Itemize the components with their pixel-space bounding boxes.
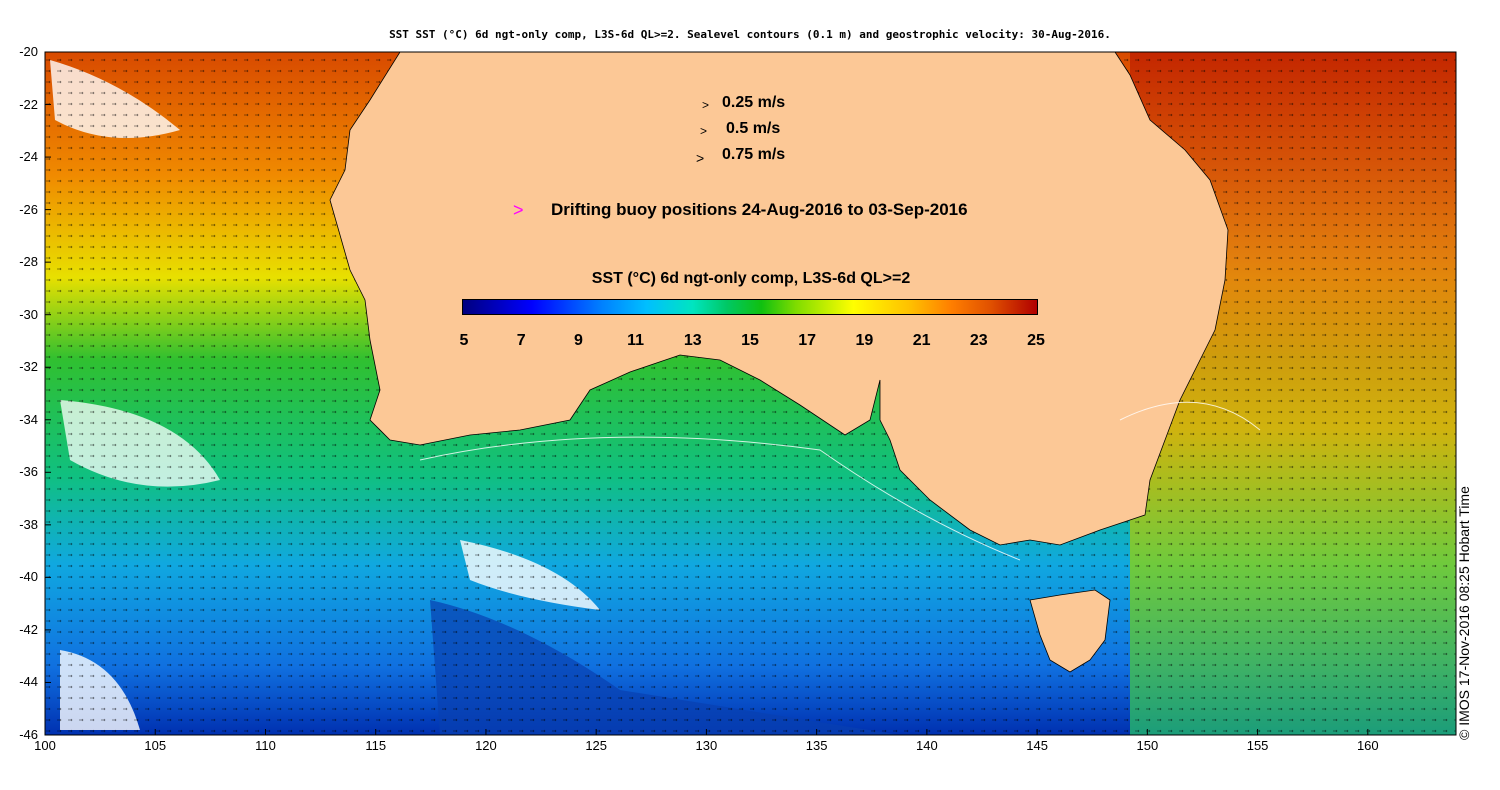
- x-tick-marks: [44, 729, 1369, 735]
- x-tick-label: 140: [916, 738, 938, 753]
- velocity-arrow-icon: >: [700, 124, 708, 138]
- map-title: SST SST (°C) 6d ngt-only comp, L3S-6d QL…: [389, 28, 1111, 41]
- y-tick-label: -40: [19, 569, 38, 585]
- buoy-legend-label: Drifting buoy positions 24-Aug-2016 to 0…: [551, 200, 968, 219]
- map-frame: [44, 51, 1457, 736]
- x-tick-label: 100: [34, 738, 56, 753]
- colorbar-tick-label: 17: [798, 332, 817, 349]
- y-tick-label: -38: [19, 516, 38, 532]
- y-tick-label: -24: [19, 149, 38, 165]
- y-tick-label: -44: [19, 674, 38, 690]
- x-tick-label: 125: [585, 738, 608, 753]
- sealevel-contours: [419, 401, 1261, 561]
- y-tick-label: -26: [19, 201, 38, 217]
- tasmania-landmass: [1029, 589, 1111, 673]
- x-tick-label: 115: [365, 738, 387, 753]
- velocity-arrow-icon: >: [696, 150, 705, 166]
- colorbar-tick-label: 13: [683, 332, 702, 349]
- x-tick-label: 130: [695, 738, 718, 753]
- y-tick-label: -42: [19, 621, 38, 637]
- velocity-legend-label: 0.25 m/s: [722, 94, 786, 111]
- y-tick-label: -34: [19, 411, 38, 427]
- y-tick-label: -36: [19, 464, 38, 480]
- buoy-arrow-icon: >: [513, 200, 524, 220]
- colorbar: [462, 299, 1038, 315]
- velocity-legend-label: 0.5 m/s: [726, 120, 781, 137]
- colorbar-tick-label: 7: [516, 332, 526, 349]
- x-tick-label: 145: [1026, 738, 1048, 753]
- australia-landmass: [329, 51, 1229, 546]
- colorbar-title: SST (°C) 6d ngt-only comp, L3S-6d QL>=2: [591, 270, 911, 287]
- velocity-arrow-icon: >: [702, 98, 710, 112]
- colorbar-tick-label: 25: [1027, 332, 1045, 349]
- credit-text: © IMOS 17-Nov-2016 08:25 Hobart Time: [1456, 486, 1472, 740]
- colorbar-tick-label: 9: [573, 332, 583, 349]
- x-tick-label: 155: [1246, 738, 1269, 753]
- colorbar-tick-label: 19: [855, 332, 874, 349]
- y-tick-marks: [45, 51, 51, 736]
- y-tick-label: -22: [19, 96, 38, 112]
- x-tick-label: 160: [1356, 738, 1379, 753]
- y-tick-label: -32: [19, 359, 38, 375]
- colorbar-tick-label: 5: [459, 332, 469, 349]
- velocity-legend-label: 0.75 m/s: [722, 146, 786, 163]
- x-tick-label: 150: [1136, 738, 1159, 753]
- x-tick-label: 135: [805, 738, 828, 753]
- y-tick-label: -20: [19, 44, 38, 59]
- x-tick-label: 105: [144, 738, 167, 753]
- x-tick-label: 110: [255, 738, 276, 753]
- colorbar-tick-label: 11: [627, 332, 645, 349]
- y-tick-label: -30: [19, 306, 38, 322]
- colorbar-tick-label: 15: [741, 332, 759, 349]
- y-tick-label: -28: [19, 254, 38, 270]
- x-tick-label: 120: [475, 738, 497, 753]
- colorbar-tick-label: 23: [969, 332, 988, 349]
- y-tick-label: -46: [19, 727, 38, 742]
- colorbar-tick-label: 21: [912, 332, 931, 349]
